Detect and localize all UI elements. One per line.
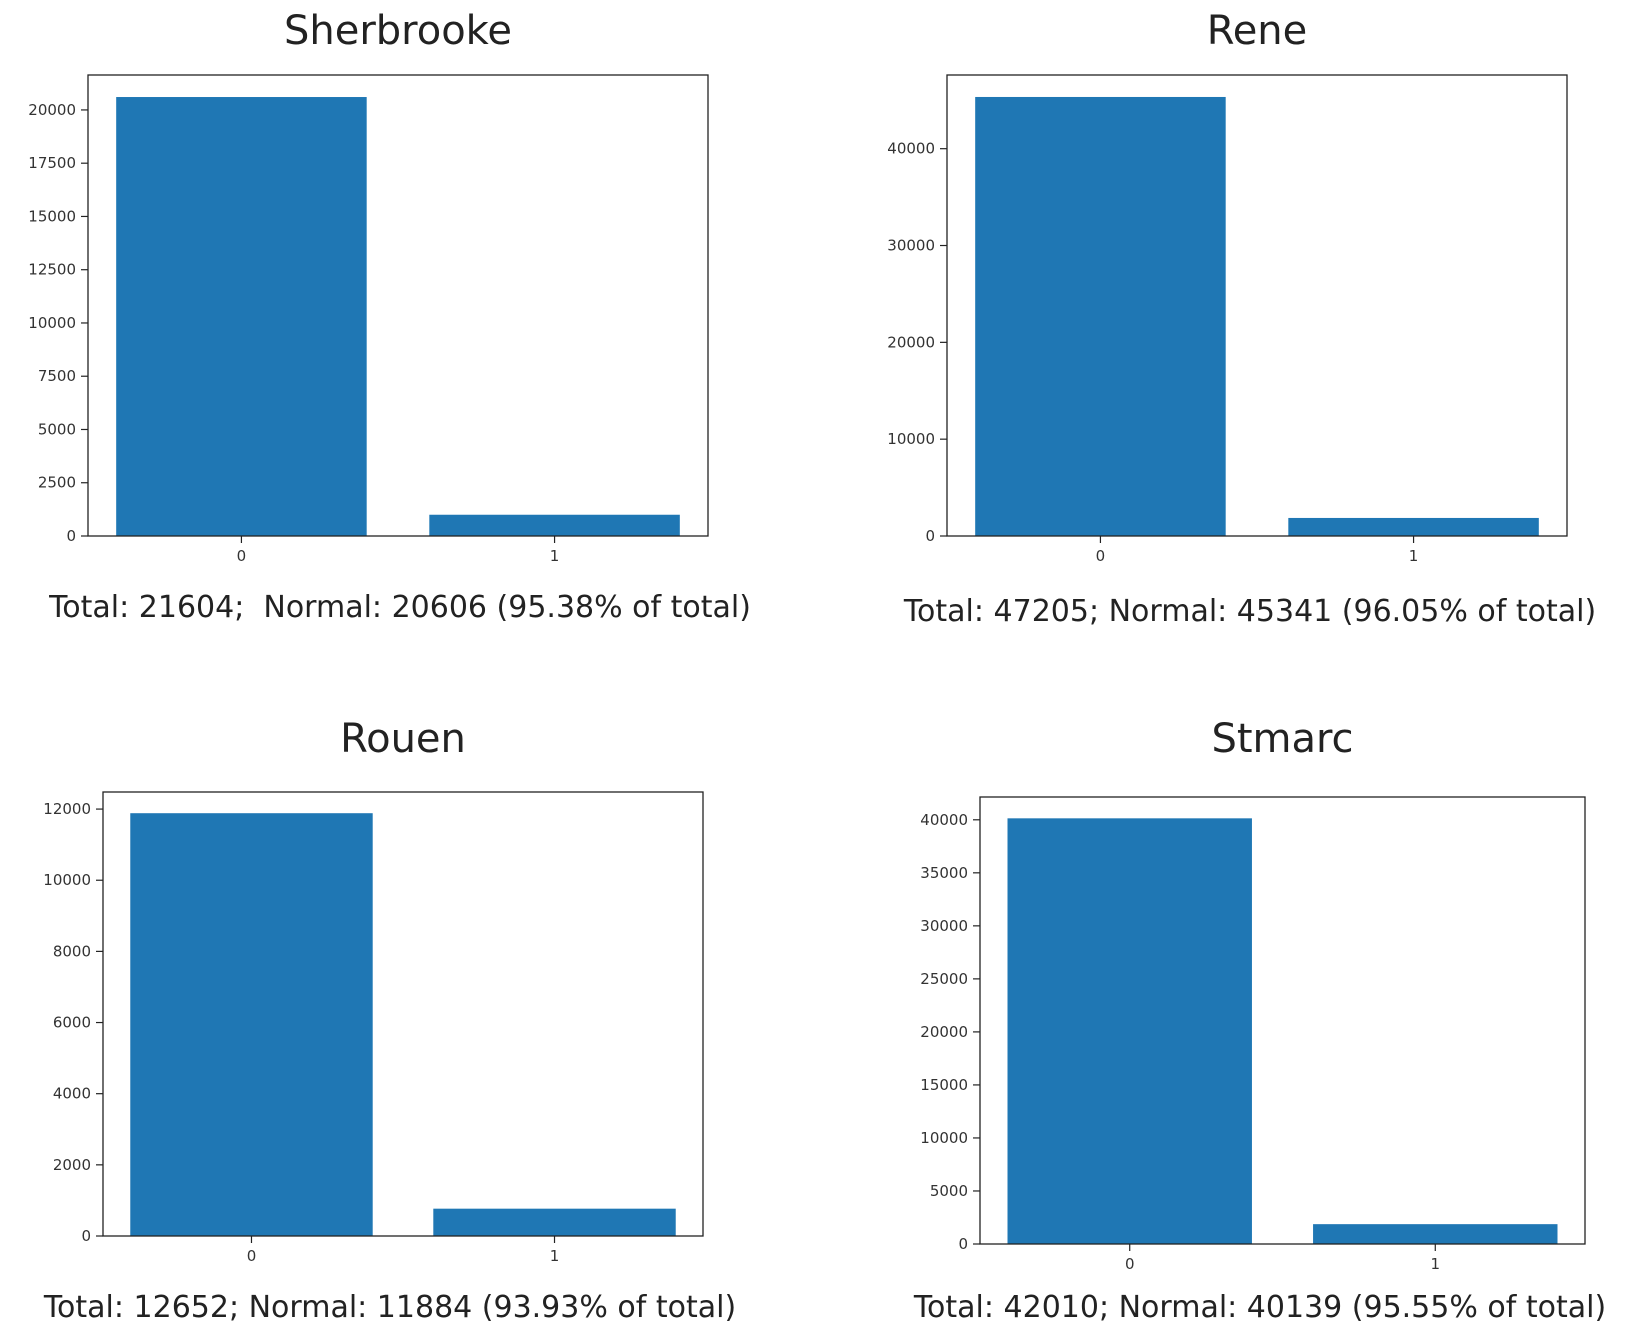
y-tick-label: 10000 [43, 871, 91, 889]
chart-caption: Total: 42010; Normal: 40139 (95.55% of t… [913, 1290, 1607, 1325]
y-tick-label: 20000 [28, 101, 76, 119]
y-tick-label: 2500 [38, 474, 76, 492]
y-tick-label: 10000 [887, 430, 935, 448]
plot-frame [87, 74, 709, 537]
x-tick-label: 1 [550, 1247, 560, 1265]
y-tick-label: 7500 [38, 367, 76, 385]
y-tick-label: 25000 [920, 970, 968, 988]
y-tick-label: 15000 [920, 1076, 968, 1094]
y-tick-label: 20000 [887, 333, 935, 351]
x-tick-label: 1 [1431, 1255, 1441, 1273]
y-tick-label: 12000 [43, 800, 91, 818]
y-tick-label: 35000 [920, 864, 968, 882]
bar-1 [433, 1208, 676, 1236]
y-tick-label: 17500 [28, 154, 76, 172]
plot-frame [979, 796, 1586, 1245]
bar-1 [1313, 1224, 1558, 1244]
y-tick-label: 30000 [887, 237, 935, 255]
x-tick-label: 1 [1409, 547, 1419, 565]
x-tick-label: 0 [247, 1247, 257, 1265]
bar-0 [975, 96, 1226, 536]
y-tick-label: 20000 [920, 1023, 968, 1041]
y-tick-label: 10000 [920, 1129, 968, 1147]
chart-title: Stmarc [1211, 716, 1354, 762]
x-tick-label: 0 [1096, 547, 1106, 565]
y-tick-label: 30000 [920, 917, 968, 935]
y-tick-label: 12500 [28, 261, 76, 279]
chart-title: Rouen [340, 716, 466, 762]
plot-frame [946, 74, 1568, 537]
plot-frame [102, 791, 704, 1237]
y-tick-label: 2000 [53, 1156, 91, 1174]
y-tick-label: 0 [958, 1235, 968, 1253]
y-tick-label: 5000 [930, 1182, 968, 1200]
bar-0 [130, 813, 373, 1236]
chart-title: Rene [1206, 8, 1308, 54]
y-tick-label: 10000 [28, 314, 76, 332]
chart-caption: Total: 21604; Normal: 20606 (95.38% of t… [49, 590, 751, 625]
y-tick-label: 4000 [53, 1085, 91, 1103]
chart-title: Sherbrooke [283, 8, 513, 54]
chart-caption: Total: 12652; Normal: 11884 (93.93% of t… [43, 1290, 737, 1325]
x-tick-label: 0 [1125, 1255, 1135, 1273]
y-tick-label: 8000 [53, 942, 91, 960]
bar-0 [116, 97, 367, 536]
bar-1 [429, 514, 680, 536]
bar-0 [1007, 818, 1252, 1244]
y-tick-label: 0 [66, 527, 76, 545]
y-tick-label: 0 [925, 527, 935, 545]
x-tick-label: 1 [550, 547, 560, 565]
y-tick-label: 15000 [28, 207, 76, 225]
y-tick-label: 6000 [53, 1014, 91, 1032]
y-tick-label: 40000 [887, 140, 935, 158]
y-tick-label: 40000 [920, 811, 968, 829]
y-tick-label: 5000 [38, 420, 76, 438]
y-tick-label: 0 [81, 1227, 91, 1245]
bar-1 [1288, 517, 1539, 536]
chart-caption: Total: 47205; Normal: 45341 (96.05% of t… [903, 594, 1597, 629]
x-tick-label: 0 [237, 547, 247, 565]
